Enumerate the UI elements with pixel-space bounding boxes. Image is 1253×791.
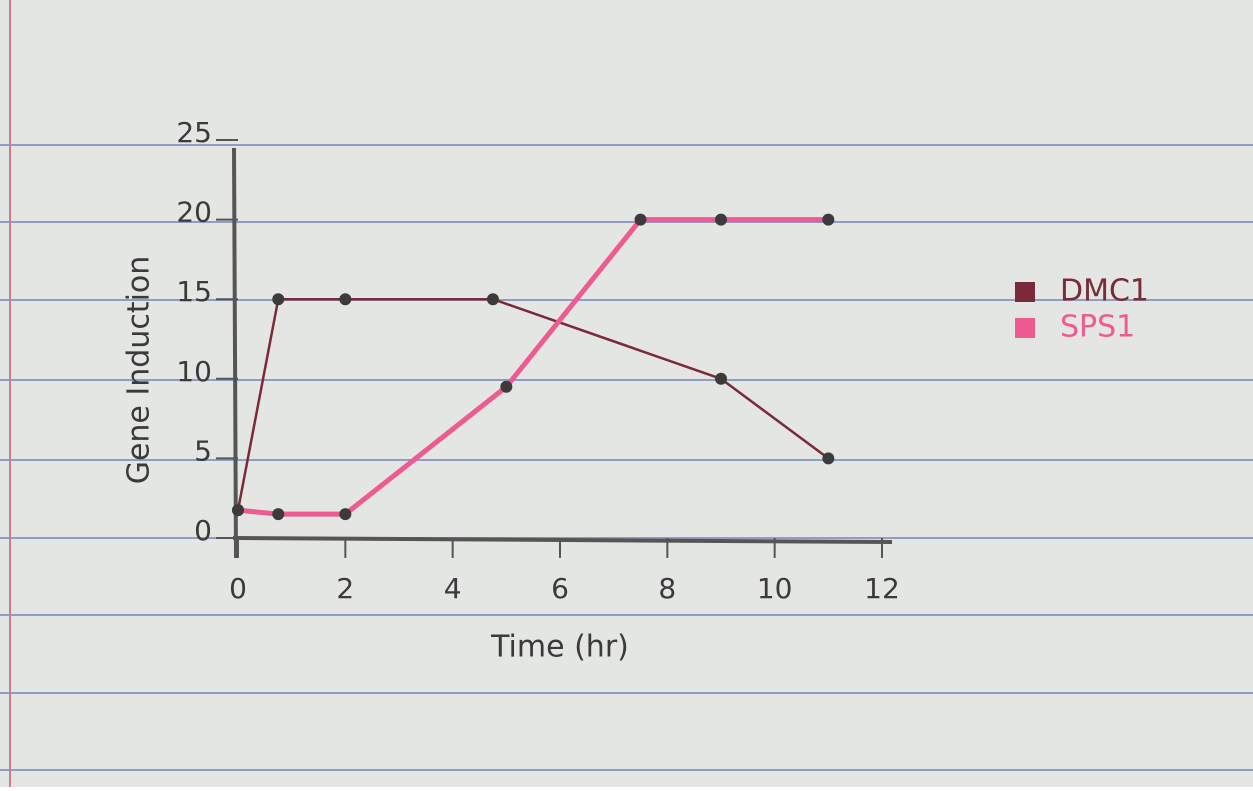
legend-swatch bbox=[1015, 318, 1035, 338]
legend-label: SPS1 bbox=[1060, 310, 1135, 345]
point bbox=[339, 508, 351, 520]
point bbox=[272, 293, 284, 305]
point bbox=[232, 504, 244, 516]
notebook-chart: 0 5 10 15 20 25 0 2 4 6 8 10 12 Gene Induction Time (h… bbox=[0, 0, 1253, 787]
x-tick-label: 12 bbox=[864, 572, 900, 605]
point bbox=[715, 373, 727, 385]
y-axis-label: Gene Induction bbox=[122, 256, 157, 485]
point bbox=[487, 293, 499, 305]
point bbox=[822, 214, 834, 226]
x-tick-label: 10 bbox=[757, 572, 793, 605]
x-tick-label: 8 bbox=[658, 572, 676, 605]
point bbox=[822, 452, 834, 464]
y-tick-label: 15 bbox=[176, 275, 212, 308]
x-axis-label: Time (hr) bbox=[490, 630, 629, 665]
x-tick-label: 2 bbox=[336, 572, 354, 605]
x-tick-label: 0 bbox=[229, 572, 247, 605]
point bbox=[339, 293, 351, 305]
y-tick-label: 10 bbox=[176, 355, 212, 388]
legend-swatch bbox=[1015, 282, 1035, 302]
point bbox=[715, 214, 727, 226]
legend-label: DMC1 bbox=[1060, 274, 1149, 309]
point bbox=[500, 381, 512, 393]
y-tick-label: 20 bbox=[176, 196, 212, 229]
y-axis bbox=[234, 148, 236, 558]
point bbox=[272, 508, 284, 520]
x-tick-label: 6 bbox=[551, 572, 569, 605]
y-tick-label: 25 bbox=[176, 116, 212, 149]
y-tick-label: 5 bbox=[194, 434, 212, 467]
point bbox=[635, 214, 647, 226]
x-tick-label: 4 bbox=[444, 572, 462, 605]
y-tick-label: 0 bbox=[194, 514, 212, 547]
